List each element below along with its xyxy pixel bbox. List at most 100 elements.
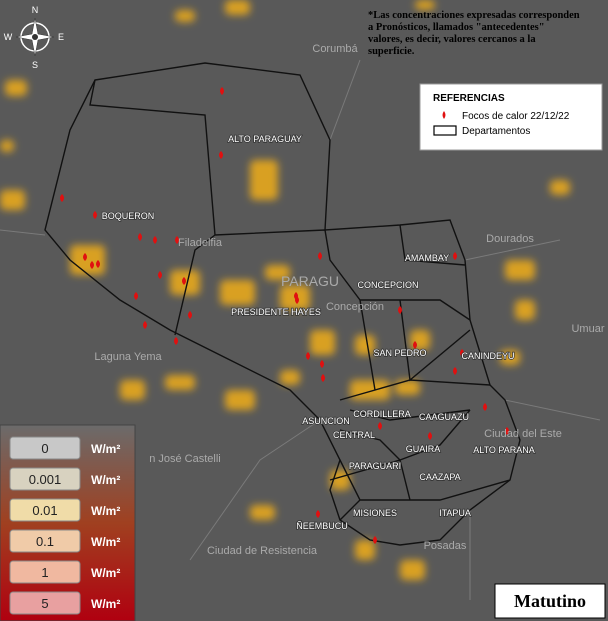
- heat-spot: [378, 422, 382, 430]
- blob: [395, 380, 420, 395]
- blob: [500, 350, 520, 365]
- heat-spot: [219, 151, 223, 159]
- place-label: Umuar: [571, 323, 604, 335]
- blob: [225, 0, 250, 15]
- heat-spot: [90, 261, 94, 269]
- heat-spot: [158, 271, 162, 279]
- blob: [280, 370, 300, 385]
- scale-unit: W/m²: [91, 473, 120, 487]
- blob: [5, 80, 27, 96]
- scale-swatch: [9, 529, 81, 553]
- heat-spot: [175, 236, 179, 244]
- borders: [0, 59, 601, 600]
- department-label: ALTO PARAGUAY: [228, 134, 302, 144]
- heat-spot: [96, 260, 100, 268]
- scale-unit: W/m²: [91, 566, 120, 580]
- blob: [175, 10, 195, 22]
- department-label: ÑEEMBUCU: [296, 521, 348, 531]
- blob: [225, 390, 255, 410]
- scale-swatch: [9, 467, 81, 491]
- place-label: Posadas: [424, 540, 467, 552]
- place-label: Ciudad del Este: [484, 428, 562, 440]
- department-label: ASUNCION: [302, 416, 350, 426]
- scale: 0 W/m² 0.001 W/m² 0.01 W/m² 0.1 W/m² 1 W/m² 5 W/m²: [0, 424, 136, 621]
- department-label: MISIONES: [353, 508, 397, 518]
- place-label: Ciudad de Resistencia: [207, 545, 318, 557]
- heat-spot: [143, 321, 147, 329]
- blob: [505, 260, 535, 280]
- department-label: CANINDEYU: [461, 351, 514, 361]
- blob: [165, 375, 195, 390]
- compass: N S E W: [4, 5, 64, 70]
- heat-spot: [320, 360, 324, 368]
- heat-spot: [134, 292, 138, 300]
- heat-spot: [413, 341, 417, 349]
- heat-spot: [295, 296, 299, 304]
- department-label: CAAGUAZU: [419, 412, 469, 422]
- legend-item: Departamentos: [462, 126, 530, 137]
- department-label: CAAZAPA: [419, 472, 460, 482]
- heat-spot: [83, 253, 87, 261]
- heat-spot: [188, 311, 192, 319]
- heat-spot: [373, 536, 377, 544]
- scale-value: 0.1: [36, 534, 54, 549]
- blob: [265, 265, 290, 280]
- period: Matutino: [514, 591, 586, 611]
- blob: [355, 540, 375, 560]
- heat-spot: [153, 236, 157, 244]
- department-label: CONCEPCION: [357, 280, 418, 290]
- department-label: ITAPUA: [439, 508, 471, 518]
- scale-unit: W/m²: [91, 535, 120, 549]
- compass-e: E: [58, 32, 64, 42]
- place-label: Corumbá: [312, 43, 358, 55]
- scale-value: 0: [41, 441, 48, 456]
- blob: [415, 0, 435, 10]
- concentration-blobs: [0, 0, 570, 580]
- scale-value: 5: [41, 596, 48, 611]
- place-label: Laguna Yema: [94, 351, 162, 363]
- scale-value: 1: [41, 565, 48, 580]
- department-label: CORDILLERA: [353, 409, 411, 419]
- note: *Las concentraciones expresadas correspo…: [368, 10, 580, 57]
- heat-spot: [174, 337, 178, 345]
- heat-spot: [60, 194, 64, 202]
- heat-spot: [182, 277, 186, 285]
- blob: [250, 505, 275, 520]
- heat-spot: [318, 252, 322, 260]
- blob: [310, 330, 335, 355]
- heat-spot: [306, 352, 310, 360]
- place-label: Dourados: [486, 233, 534, 245]
- heat-spot: [483, 403, 487, 411]
- blob: [400, 560, 425, 580]
- place-label: PARAGU: [281, 273, 339, 289]
- blob: [410, 330, 430, 350]
- scale-unit: W/m²: [91, 442, 120, 456]
- blob: [120, 380, 145, 400]
- scale-value: 0.001: [29, 472, 62, 487]
- heat-spot: [453, 367, 457, 375]
- heat-spot: [138, 233, 142, 241]
- department-label: PARAGUARI: [349, 461, 401, 471]
- legend-title: REFERENCIAS: [433, 93, 505, 104]
- period-box: Matutino: [494, 583, 606, 619]
- country-outline: [44, 62, 521, 546]
- heat-spot: [428, 432, 432, 440]
- heat-spot: [398, 306, 402, 314]
- department-label: PRESIDENTE HAYES: [231, 307, 321, 317]
- department-label: GUAIRA: [406, 444, 441, 454]
- department-label: ALTO PARANA: [473, 445, 535, 455]
- compass-n: N: [32, 5, 39, 15]
- department-label: AMAMBAY: [405, 253, 449, 263]
- compass-w: W: [4, 32, 13, 42]
- heat-spot: [220, 87, 224, 95]
- department-borders: [89, 79, 511, 521]
- legend: REFERENCIAS Focos de calor 22/12/22 Depa…: [419, 83, 603, 151]
- scale-value: 0.01: [32, 503, 57, 518]
- country-border: [0, 59, 601, 600]
- heat-spots: [60, 87, 509, 544]
- compass-s: S: [32, 60, 38, 70]
- place-label: Concepción: [326, 301, 384, 313]
- blob: [355, 335, 375, 355]
- place-label: Filadelfia: [178, 237, 223, 249]
